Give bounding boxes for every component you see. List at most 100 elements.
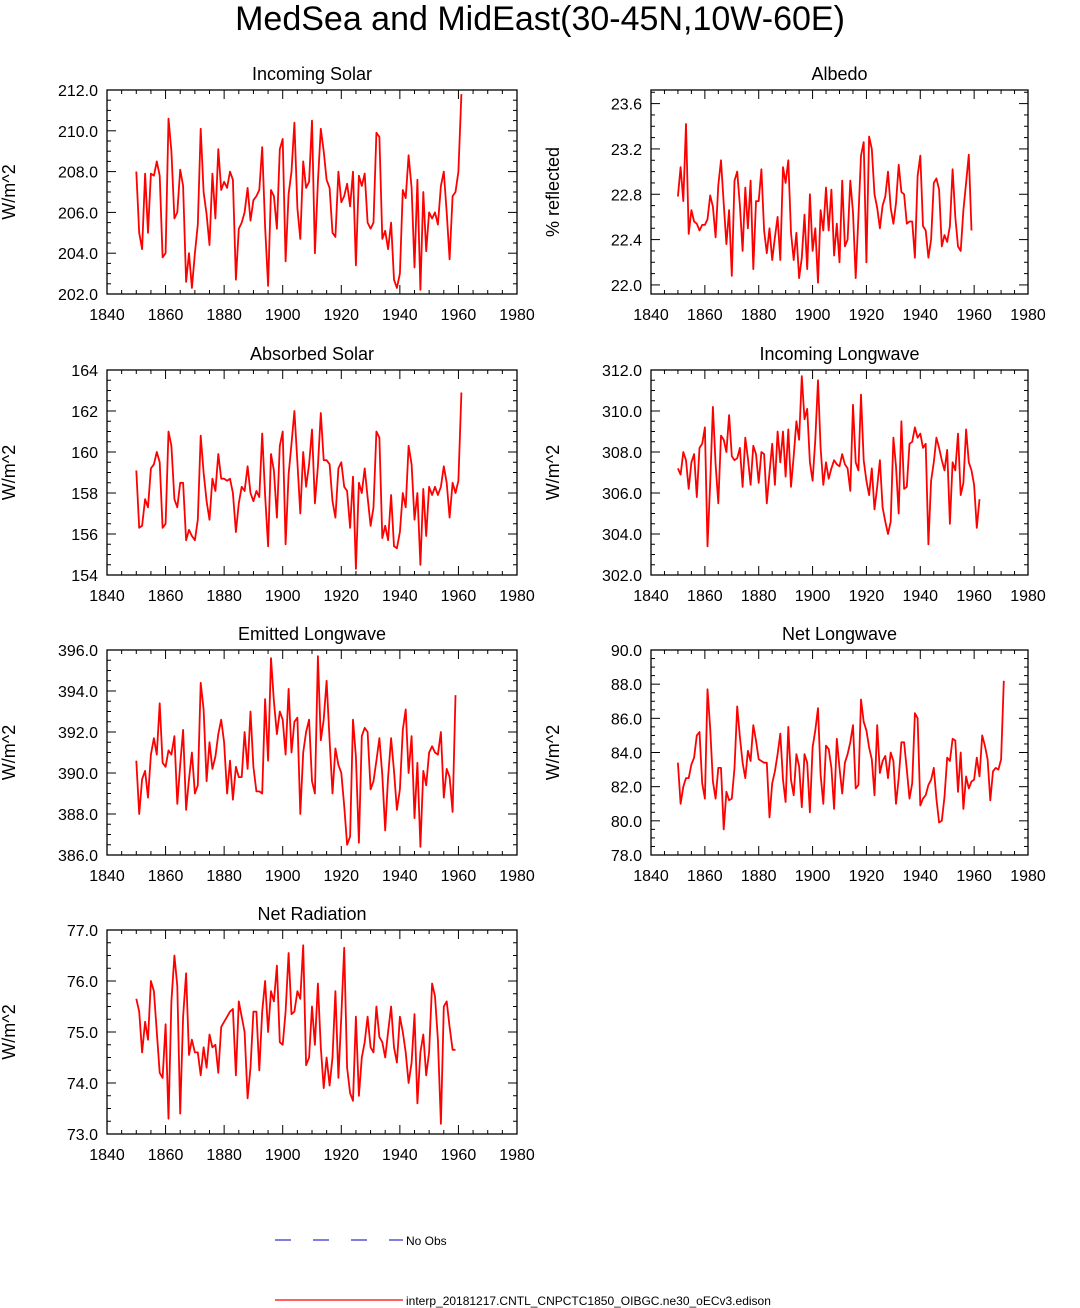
x-tick-label: 1980	[499, 307, 535, 324]
y-tick-label: 22.4	[611, 233, 642, 250]
y-tick-label: 78.0	[611, 848, 642, 865]
series-line-net-longwave	[677, 680, 1005, 831]
y-axis-label: W/m^2	[0, 164, 19, 219]
panel-incoming-solar: Incoming Solar W/m^2 1840 1860 1880 1900 1920 1…	[0, 64, 535, 324]
y-tick-label: 388.0	[58, 807, 98, 824]
y-tick-label: 396.0	[58, 643, 98, 660]
x-tick-label: 1920	[849, 307, 885, 324]
x-tick-label: 1960	[441, 868, 477, 885]
x-tick-label: 1920	[849, 588, 885, 605]
x-tick-label: 1880	[206, 307, 242, 324]
y-axis-label: W/m^2	[543, 725, 563, 780]
x-tick-label: 1960	[441, 588, 477, 605]
x-tick-label: 1980	[1010, 307, 1046, 324]
y-tick-label: 390.0	[58, 766, 98, 783]
y-tick-label: 212.0	[58, 83, 98, 100]
x-tick-label: 1860	[148, 588, 184, 605]
x-tick-label: 1860	[148, 1147, 184, 1164]
x-tick-label: 1840	[633, 307, 669, 324]
y-tick-label: 82.0	[611, 780, 642, 797]
x-tick-label: 1860	[687, 588, 723, 605]
x-tick-label: 1900	[795, 307, 831, 324]
x-tick-label: 1880	[206, 588, 242, 605]
figure-title: MedSea and MidEast(30-45N,10W-60E)	[235, 0, 845, 38]
x-tick-label: 1980	[1010, 588, 1046, 605]
x-tick-label: 1900	[795, 868, 831, 885]
x-tick-label: 1940	[902, 868, 938, 885]
y-tick-label: 23.6	[611, 97, 642, 114]
panel-title: Incoming Longwave	[759, 344, 919, 364]
y-tick-label: 208.0	[58, 165, 98, 182]
x-tick-label: 1940	[382, 868, 418, 885]
series-line-incoming-solar	[135, 94, 463, 291]
panel-net-radiation: Net Radiation W/m^2 1840 1860 1880 1900 1920 19…	[0, 904, 535, 1164]
y-tick-label: 22.8	[611, 187, 642, 204]
x-tick-label: 1980	[499, 868, 535, 885]
y-tick-label: 394.0	[58, 684, 98, 701]
panel-title: Net Radiation	[257, 904, 366, 924]
x-tick-label: 1960	[441, 1147, 477, 1164]
x-tick-label: 1940	[902, 588, 938, 605]
panel-emitted-longwave: Emitted Longwave W/m^2 1840 1860 1880 1900 192…	[0, 624, 535, 885]
y-tick-label: 156	[71, 527, 98, 544]
y-tick-label: 202.0	[58, 287, 98, 304]
y-tick-label: 392.0	[58, 725, 98, 742]
x-tick-label: 1960	[956, 588, 992, 605]
y-tick-label: 310.0	[602, 404, 642, 421]
x-tick-label: 1920	[849, 868, 885, 885]
y-tick-label: 23.2	[611, 142, 642, 159]
y-axis-label: W/m^2	[543, 445, 563, 500]
x-tick-label: 1900	[265, 588, 301, 605]
y-axis-label: W/m^2	[0, 1004, 19, 1059]
x-tick-label: 1940	[902, 307, 938, 324]
series-line-absorbed-solar	[135, 392, 463, 570]
y-tick-label: 386.0	[58, 848, 98, 865]
y-tick-label: 158	[71, 486, 98, 503]
plot-frame	[650, 89, 1029, 295]
panel-title: Absorbed Solar	[250, 344, 374, 364]
y-tick-label: 80.0	[611, 814, 642, 831]
y-tick-label: 206.0	[58, 205, 98, 222]
legend-obs-label: No Obs	[406, 1234, 447, 1248]
x-tick-label: 1900	[265, 868, 301, 885]
y-tick-label: 304.0	[602, 527, 642, 544]
y-axis-label: W/m^2	[0, 725, 19, 780]
y-tick-label: 74.0	[67, 1076, 98, 1093]
y-tick-label: 210.0	[58, 124, 98, 141]
x-tick-label: 1980	[1010, 868, 1046, 885]
y-tick-label: 162	[71, 404, 98, 421]
x-tick-label: 1860	[148, 868, 184, 885]
x-tick-label: 1920	[323, 1147, 359, 1164]
y-tick-label: 73.0	[67, 1127, 98, 1144]
x-tick-label: 1920	[323, 307, 359, 324]
x-tick-label: 1840	[633, 588, 669, 605]
x-tick-label: 1880	[741, 307, 777, 324]
y-tick-label: 75.0	[67, 1025, 98, 1042]
y-tick-label: 84.0	[611, 746, 642, 763]
y-tick-label: 204.0	[58, 246, 98, 263]
series-line-albedo	[677, 123, 973, 284]
series-line-incoming-longwave	[677, 375, 981, 548]
y-tick-label: 154	[71, 568, 98, 585]
y-axis-label: W/m^2	[0, 445, 19, 500]
x-tick-label: 1940	[382, 588, 418, 605]
y-axis-label: % reflected	[543, 147, 563, 237]
y-tick-label: 76.0	[67, 974, 98, 991]
x-tick-label: 1940	[382, 1147, 418, 1164]
x-tick-label: 1880	[206, 1147, 242, 1164]
x-tick-label: 1900	[265, 1147, 301, 1164]
y-tick-label: 22.0	[611, 278, 642, 295]
x-tick-label: 1900	[795, 588, 831, 605]
x-tick-label: 1920	[323, 868, 359, 885]
x-tick-label: 1960	[956, 868, 992, 885]
x-tick-label: 1840	[89, 307, 125, 324]
panel-title: Incoming Solar	[252, 64, 372, 84]
x-tick-label: 1960	[956, 307, 992, 324]
y-tick-label: 77.0	[67, 923, 98, 940]
x-tick-label: 1860	[148, 307, 184, 324]
x-tick-label: 1980	[499, 588, 535, 605]
x-tick-label: 1940	[382, 307, 418, 324]
x-tick-label: 1840	[633, 868, 669, 885]
legend: No Obs interp_20181217.CNTL_CNPCTC1850_OI…	[275, 1234, 771, 1308]
y-tick-label: 302.0	[602, 568, 642, 585]
